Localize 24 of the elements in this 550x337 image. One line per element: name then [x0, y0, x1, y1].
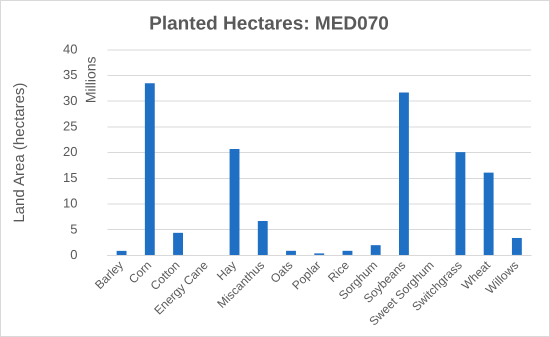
bar	[286, 250, 296, 255]
chart-title: Planted Hectares: MED070	[149, 14, 389, 35]
y-tick-label: 5	[70, 221, 78, 236]
text: Millions	[82, 56, 98, 104]
y-tick-label: 25	[62, 118, 78, 134]
bar	[116, 250, 127, 255]
bar	[342, 250, 352, 255]
y-axis-title: Land Area (hectares)	[11, 82, 28, 223]
bar	[144, 83, 155, 255]
y-tick-label: 40	[62, 41, 78, 56]
y-tick-label: 10	[62, 196, 78, 211]
y-tick-label: 15	[62, 170, 78, 185]
bar	[173, 232, 183, 255]
y-tick-label: 35	[62, 67, 78, 82]
bar	[484, 172, 494, 255]
y-tick-label: 20	[62, 144, 78, 160]
y-tick-label: 30	[62, 92, 78, 108]
bar	[398, 92, 409, 255]
bar	[455, 152, 466, 255]
y-tick-label: 0	[70, 247, 78, 262]
bar	[258, 221, 268, 255]
bar	[230, 149, 240, 255]
bar	[512, 238, 522, 255]
bar	[370, 245, 381, 255]
